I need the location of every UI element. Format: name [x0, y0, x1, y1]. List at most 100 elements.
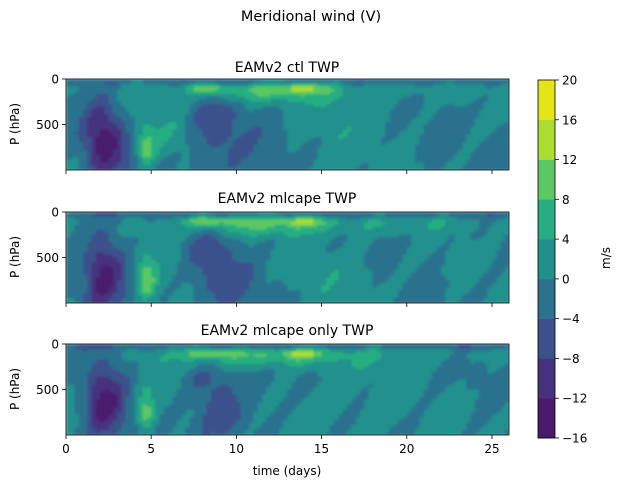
contour-cell	[121, 89, 127, 93]
contour-cell	[227, 159, 233, 164]
contour-cell	[368, 144, 374, 148]
contour-cell	[202, 224, 208, 228]
contour-cell	[202, 84, 208, 88]
contour-cell	[406, 164, 412, 169]
contour-cell	[198, 239, 203, 243]
contour-cell	[364, 147, 370, 151]
contour-cell	[185, 227, 191, 231]
contour-cell	[436, 239, 442, 243]
contour-cell	[215, 234, 220, 238]
contour-cell	[347, 96, 352, 100]
contour-cell	[372, 217, 378, 221]
contour-cell	[151, 137, 157, 141]
contour-cell	[185, 101, 191, 105]
contour-cell	[189, 89, 195, 93]
contour-cell	[257, 164, 263, 169]
contour-cell	[398, 91, 404, 95]
contour-cell	[104, 239, 110, 243]
contour-cell	[215, 99, 220, 103]
contour-cell	[185, 214, 191, 218]
contour-cell	[83, 79, 88, 83]
contour-cell	[385, 91, 391, 95]
contour-cell	[283, 227, 289, 231]
contour-cell	[385, 99, 391, 103]
contour-cell	[146, 234, 152, 238]
contour-cell	[419, 152, 425, 156]
contour-cell	[240, 159, 246, 164]
contour-cell	[402, 217, 408, 221]
contour-cell	[104, 137, 110, 141]
contour-cell	[172, 139, 178, 143]
contour-cell	[308, 84, 314, 88]
contour-cell	[393, 91, 399, 95]
contour-cell	[249, 116, 255, 121]
contour-cell	[172, 111, 178, 115]
contour-cell	[504, 149, 509, 153]
contour-cell	[364, 129, 370, 133]
contour-cell	[100, 134, 105, 138]
contour-cell	[249, 154, 255, 158]
contour-cell	[321, 137, 327, 141]
contour-cell	[283, 234, 289, 238]
contour-cell	[232, 124, 237, 128]
contour-cell	[491, 157, 497, 161]
contour-cell	[317, 152, 323, 156]
contour-cell	[500, 224, 506, 228]
contour-cell	[445, 139, 450, 143]
contour-cell	[125, 121, 131, 126]
contour-cell	[355, 86, 361, 90]
contour-cell	[419, 144, 425, 148]
contour-cell	[436, 147, 442, 151]
contour-cell	[317, 239, 323, 243]
contour-cell	[232, 157, 237, 161]
contour-cell	[198, 137, 203, 141]
contour-cell	[206, 239, 212, 243]
contour-cell	[449, 114, 455, 118]
contour-cell	[415, 127, 421, 131]
contour-cell	[381, 111, 387, 115]
contour-cell	[172, 109, 178, 113]
contour-cell	[274, 111, 280, 115]
contour-cell	[206, 162, 212, 166]
contour-cell	[181, 94, 186, 98]
contour-cell	[304, 121, 310, 126]
contour-cell	[249, 232, 255, 236]
contour-cell	[330, 154, 335, 158]
contour-cell	[321, 132, 327, 136]
contour-cell	[504, 152, 509, 156]
contour-cell	[389, 164, 395, 169]
contour-cell	[134, 81, 140, 85]
contour-cell	[411, 154, 416, 158]
contour-cell	[91, 81, 97, 85]
contour-cell	[389, 132, 395, 136]
contour-cell	[496, 132, 502, 136]
contour-cell	[249, 229, 255, 233]
contour-cell	[172, 234, 178, 238]
contour-cell	[419, 129, 425, 133]
contour-cell	[232, 234, 237, 238]
contour-cell	[189, 129, 195, 133]
contour-cell	[313, 89, 318, 93]
contour-cell	[83, 232, 88, 236]
contour-cell	[104, 167, 110, 170]
contour-cell	[227, 152, 233, 156]
contour-cell	[236, 121, 242, 126]
contour-cell	[193, 94, 199, 98]
contour-cell	[398, 229, 404, 233]
contour-cell	[334, 79, 340, 83]
contour-cell	[215, 224, 220, 228]
contour-cell	[151, 101, 157, 105]
contour-cell	[87, 114, 93, 118]
contour-cell	[462, 159, 467, 164]
contour-cell	[491, 224, 497, 228]
contour-cell	[287, 132, 293, 136]
contour-cell	[466, 219, 472, 223]
contour-cell	[338, 111, 344, 115]
contour-cell	[172, 224, 178, 228]
contour-cell	[223, 124, 229, 128]
contour-cell	[364, 124, 370, 128]
contour-cell	[304, 134, 310, 138]
contour-cell	[449, 96, 455, 100]
contour-cell	[257, 159, 263, 164]
contour-cell	[474, 132, 480, 136]
